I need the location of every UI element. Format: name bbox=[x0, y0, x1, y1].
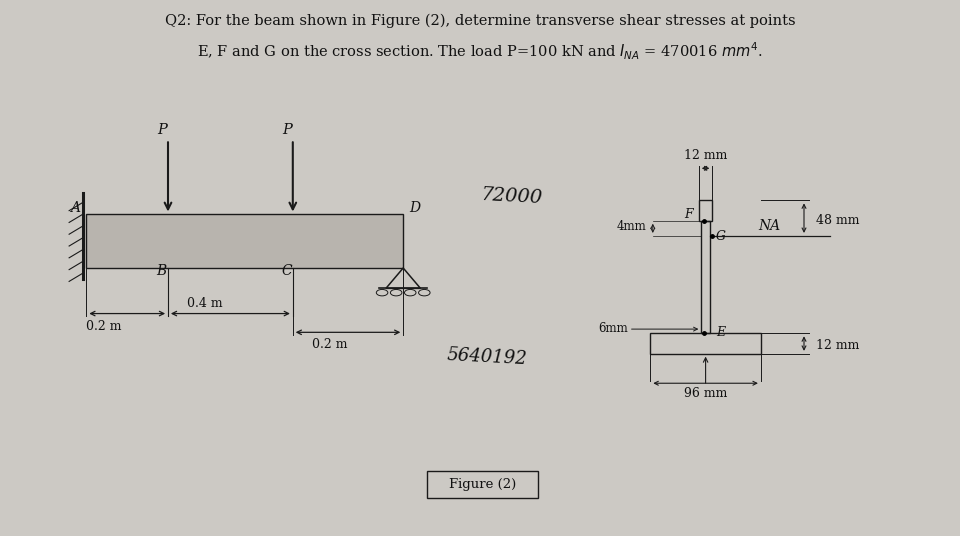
Text: 0.2 m: 0.2 m bbox=[86, 319, 122, 333]
Text: 4mm: 4mm bbox=[616, 220, 646, 233]
Text: Q2: For the beam shown in Figure (2), determine transverse shear stresses at poi: Q2: For the beam shown in Figure (2), de… bbox=[165, 13, 795, 28]
Text: 96 mm: 96 mm bbox=[684, 386, 728, 400]
Text: A: A bbox=[70, 200, 80, 215]
Bar bbox=[427, 471, 538, 498]
Text: NA: NA bbox=[758, 219, 780, 234]
Text: E: E bbox=[716, 326, 726, 339]
Text: P: P bbox=[282, 123, 292, 137]
Bar bbox=[651, 333, 760, 354]
Text: 48 mm: 48 mm bbox=[815, 214, 859, 227]
Text: 0.2 m: 0.2 m bbox=[312, 338, 348, 352]
Text: F: F bbox=[684, 208, 693, 221]
Text: B: B bbox=[156, 264, 167, 278]
Text: 12 mm: 12 mm bbox=[684, 148, 728, 162]
Text: P: P bbox=[157, 123, 167, 137]
Text: 0.4 m: 0.4 m bbox=[187, 296, 223, 310]
Text: 5640192: 5640192 bbox=[446, 346, 528, 368]
Text: Figure (2): Figure (2) bbox=[448, 478, 516, 491]
Text: 12 mm: 12 mm bbox=[815, 339, 859, 352]
Text: 72000: 72000 bbox=[480, 187, 542, 207]
Text: G: G bbox=[715, 230, 726, 243]
Bar bbox=[699, 200, 712, 221]
Bar bbox=[86, 214, 403, 268]
Text: D: D bbox=[409, 200, 420, 215]
Text: E, F and G on the cross section. The load P=100 kN and $I_{NA}$ = 470016 $mm^4$.: E, F and G on the cross section. The loa… bbox=[197, 40, 763, 62]
Text: 6mm: 6mm bbox=[598, 322, 628, 336]
Bar bbox=[701, 221, 710, 333]
Text: C: C bbox=[281, 264, 292, 278]
